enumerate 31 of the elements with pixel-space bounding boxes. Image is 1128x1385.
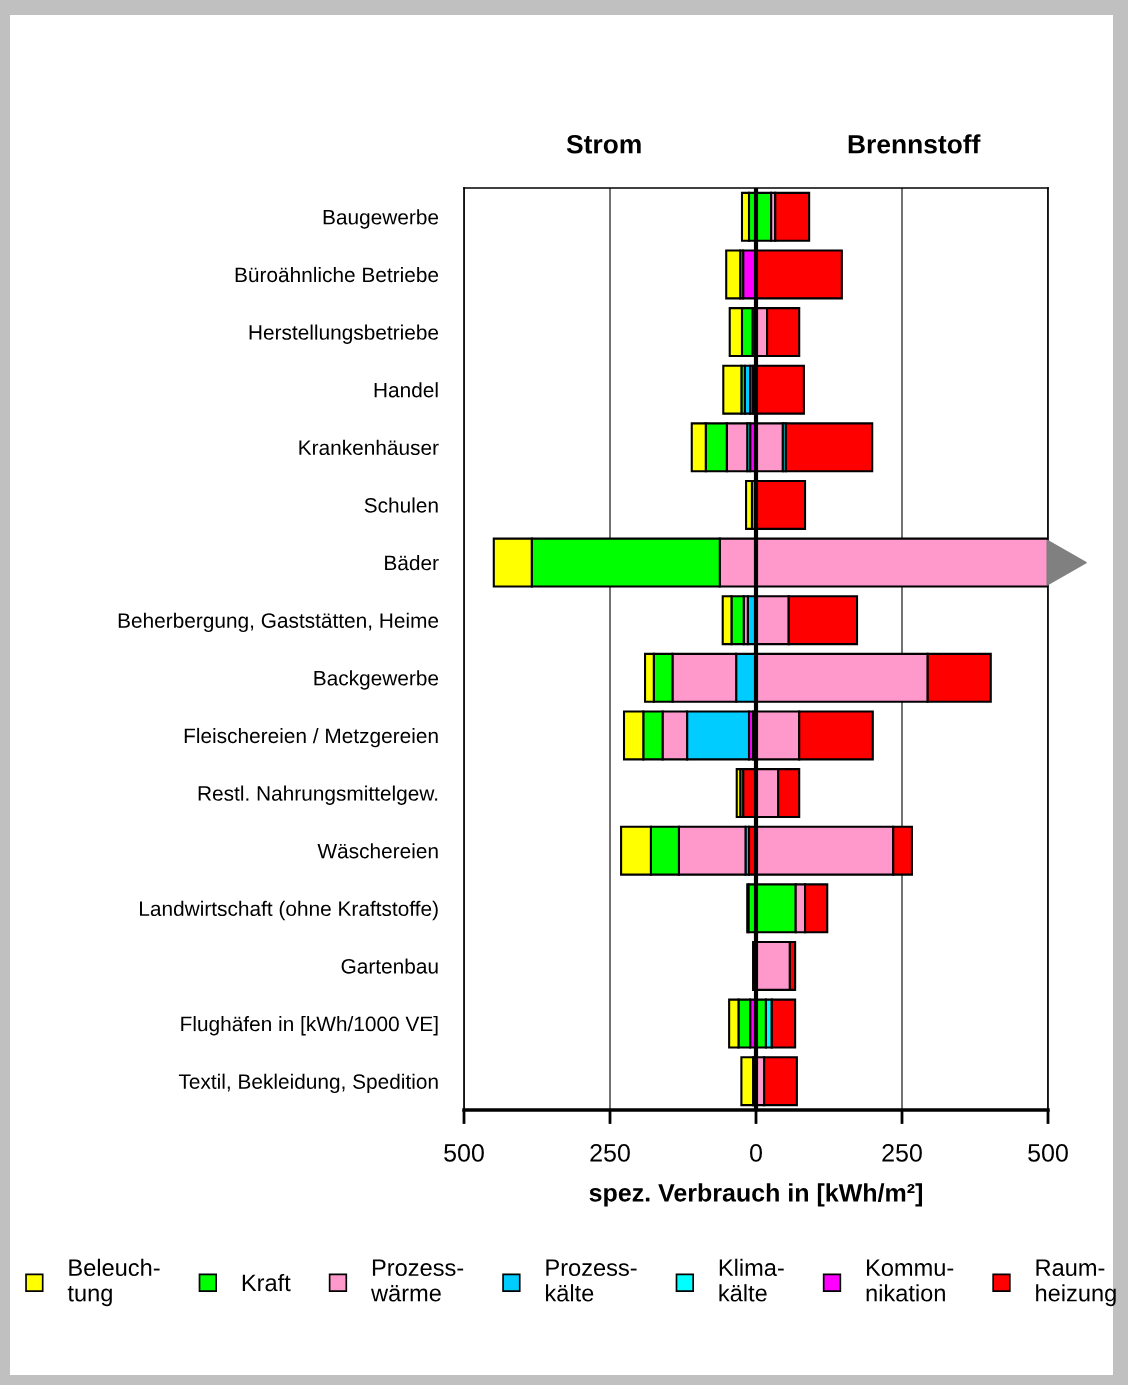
- y-tick-label: Textil, Bekleidung, Spedition: [178, 1073, 438, 1094]
- legend-label: Klima- kälte: [719, 1258, 784, 1302]
- legend-label: Raum- heizung: [1036, 1259, 1116, 1307]
- y-tick-label: Baugewerbe: [323, 209, 439, 229]
- legend-label: Prozess- wärme: [370, 1259, 464, 1302]
- legend-label: Kommu- nikation: [866, 1259, 954, 1302]
- text: Strom: [566, 134, 641, 154]
- y-tick-label: Backgewerbe: [314, 670, 439, 690]
- y-tick-label: Schulen: [364, 497, 438, 513]
- x-tick-label: 0: [750, 1143, 762, 1162]
- x-tick-label: 500: [1028, 1143, 1068, 1162]
- x-tick-label: 250: [882, 1143, 922, 1162]
- y-tick-label: Beherbergung, Gaststätten, Heime: [118, 612, 439, 633]
- y-tick-label: Gartenbau: [341, 958, 438, 974]
- legend-label: Beleuch- tung: [67, 1258, 160, 1307]
- y-tick-label: Restl. Nahrungsmittelgew.: [198, 785, 438, 805]
- y-tick-label: Krankenhäuser: [299, 439, 439, 456]
- x-axis-title: spez. Verbrauch in [kWh/m²]: [589, 1183, 922, 1207]
- legend-label: Kraft: [242, 1273, 291, 1292]
- text: Brennstoff: [848, 134, 981, 154]
- y-tick-label: Wäschereien: [317, 843, 438, 859]
- x-tick-label: 250: [590, 1143, 630, 1162]
- y-tick-label: Flughäfen in [kWh/1000 VE]: [181, 1016, 438, 1036]
- y-tick-label: Herstellungsbetriebe: [249, 324, 439, 344]
- y-tick-label: Bäder: [385, 555, 439, 571]
- y-tick-label: Landwirtschaft (ohne Kraftstoffe): [140, 900, 438, 921]
- y-tick-label: Handel: [374, 382, 438, 398]
- y-tick-label: Büroähnliche Betriebe: [235, 266, 439, 283]
- y-tick-label: Fleischereien / Metzgereien: [184, 727, 438, 748]
- legend-label: Prozess- kälte: [546, 1259, 637, 1302]
- x-tick-label: 500: [444, 1143, 484, 1162]
